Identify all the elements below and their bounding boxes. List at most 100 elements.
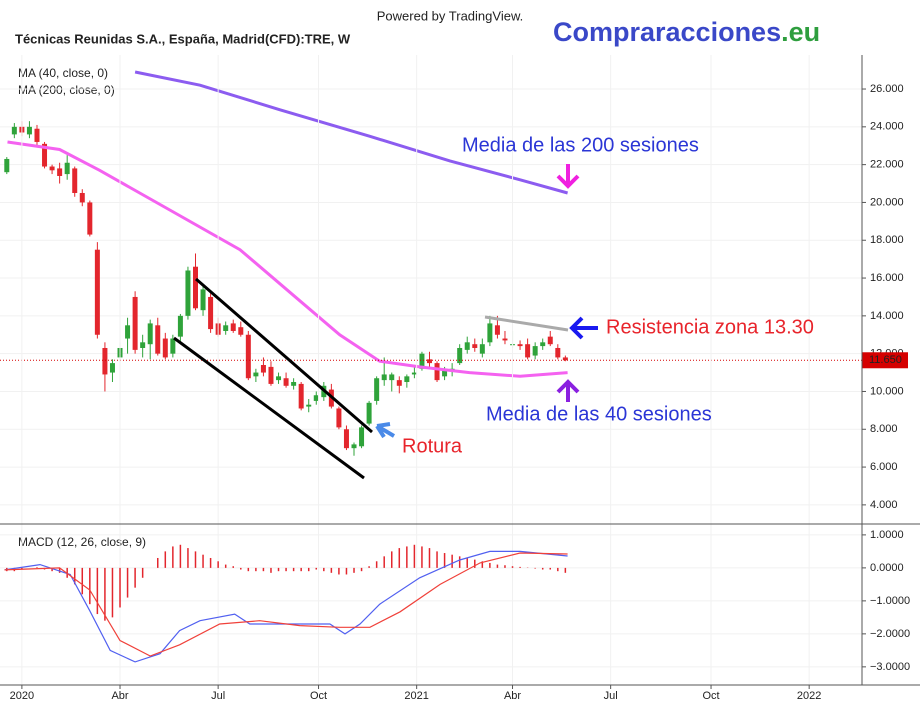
x-tick-label: Abr [504,690,521,702]
y-tick-label: 18.000 [870,234,904,246]
macd-title: MACD (12, 26, close, 9) [18,535,146,549]
candle-body [313,395,319,401]
candle-body [177,315,183,337]
histogram-bar [111,567,114,618]
arrow [569,316,598,340]
histogram-bar [81,567,84,595]
histogram-bar [224,564,227,568]
candle-body [540,342,546,347]
histogram-bar [240,567,242,570]
x-tick-label: 2020 [10,690,34,702]
candle-body [102,347,108,375]
line [7,140,568,378]
candle-body [404,376,410,383]
annotation: Media de las 200 sesiones [462,134,699,156]
histogram-bar [390,551,393,568]
candle-body [366,402,372,424]
brand-name: Compraracciones [553,17,781,47]
histogram-bar [262,567,265,572]
candle-body [268,366,274,384]
candle-body [374,378,380,401]
y-tick-label: 26.000 [870,83,904,95]
x-tick-label: Abr [111,690,128,702]
candle-body [464,342,470,350]
y-tick-label: −1.0000 [870,595,910,607]
histogram-bar [406,546,408,568]
histogram-bar [36,567,38,568]
line [134,70,569,195]
powered-by: Powered by TradingView. [377,8,523,23]
histogram-bar [187,548,189,568]
last-price-label: 11.650 [869,354,902,366]
histogram-bar [202,554,204,568]
histogram-bar [443,553,446,568]
histogram-bar [474,559,476,568]
candle-body [140,342,146,348]
candle-body [170,338,176,354]
last-price-box [862,352,908,369]
histogram-bar [360,567,363,572]
histogram-bar [194,551,197,568]
candle-body [562,357,568,361]
y-tick-label: −3.0000 [870,661,910,673]
candle-body [525,344,531,358]
histogram-bar [164,551,167,568]
histogram-bar [398,548,401,568]
histogram-bar [315,567,318,570]
candle-body [547,336,553,345]
annotation: Rotura [402,435,463,457]
candle-body [208,296,214,330]
histogram-bar [255,567,257,572]
candle-body [434,363,440,381]
candle-body [479,344,485,354]
candle-body [359,427,365,447]
histogram-bar [307,567,310,572]
chart-title: Técnicas Reunidas S.A., España, Madrid(C… [15,31,351,46]
histogram-bar [383,556,385,568]
histogram-bar [209,557,212,568]
y-tick-label: −2.0000 [870,628,910,640]
candle-body [64,162,70,175]
histogram-bar [489,562,491,568]
candle-body [238,327,244,335]
candle-body [155,325,161,354]
histogram-bar [104,567,106,621]
brand-suffix: .eu [781,17,820,47]
candle-body [253,372,259,377]
y-tick-label: 6.000 [870,461,898,473]
candle-body [426,359,432,364]
x-tick-label: 2021 [404,690,428,702]
line [4,550,568,663]
candle-body [260,365,266,373]
legend-entry: MA (200, close, 0) [18,83,115,97]
candle-body [532,346,538,356]
arrow [375,422,396,439]
annotation: Resistencia zona 13.30 [606,316,814,338]
candle-body [132,296,138,350]
histogram-bar [292,567,295,572]
candle-body [94,249,100,335]
histogram-bar [119,567,121,608]
candle-body [223,325,229,331]
histogram-bar [179,544,182,568]
y-tick-label: 1.0000 [870,529,904,541]
y-tick-label: 22.000 [870,159,904,171]
x-tick-label: Jul [604,690,618,702]
y-tick-label: 4.000 [870,499,898,511]
histogram-bar [413,544,416,568]
candle-body [200,289,206,311]
candle-body [442,370,448,377]
histogram-bar [247,567,250,572]
candle-body [343,429,349,449]
histogram-bar [496,564,499,568]
candle-body [381,374,387,381]
histogram-bar [345,567,348,575]
histogram-bar [172,546,174,568]
histogram-bar [504,565,506,568]
candle-body [192,266,198,309]
candle-body [306,404,312,407]
histogram-bar [541,567,544,570]
histogram-bar [338,567,340,575]
candle-body [42,143,48,167]
